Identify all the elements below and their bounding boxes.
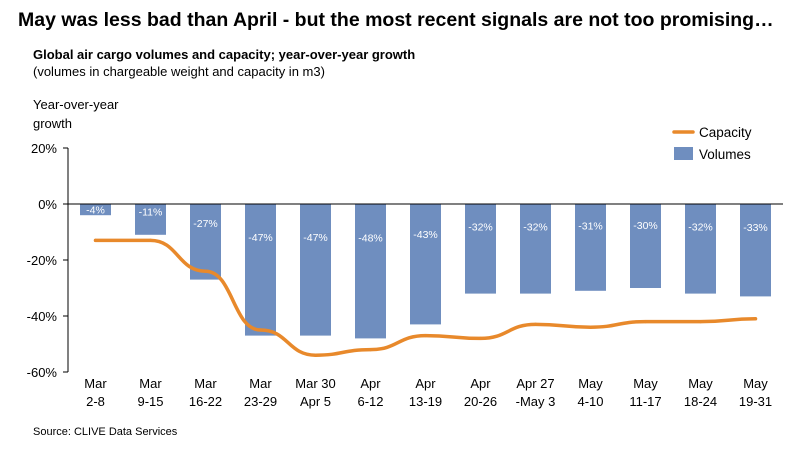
x-tick-label-5-line-1: Apr [360, 376, 381, 391]
data-label-volumes-11: -32% [688, 221, 713, 233]
data-label-volumes-9: -31% [578, 221, 603, 233]
chart-subnote: (volumes in chargeable weight and capaci… [33, 64, 325, 79]
x-tick-label-0-line-1: Mar [84, 376, 107, 391]
bar-volumes-9 [575, 204, 606, 291]
bar-volumes-10 [630, 204, 661, 288]
data-label-volumes-0: -4% [86, 205, 105, 217]
x-tick-label-9-line-1: May [578, 376, 603, 391]
bar-volumes-5 [355, 204, 386, 339]
bar-volumes-6 [410, 204, 441, 325]
point-capacity-2 [203, 269, 208, 273]
data-label-volumes-6: -43% [413, 229, 438, 241]
x-tick-label-10-line-2: 11-17 [629, 394, 661, 409]
x-tick-label-9-line-2: 4-10 [577, 394, 603, 409]
x-tick-label-6-line-2: 13-19 [409, 394, 442, 409]
x-tick-label-1-line-2: 9-15 [137, 394, 163, 409]
bar-volumes-1 [135, 204, 166, 235]
point-capacity-0 [93, 238, 98, 242]
legend-label-volumes: Volumes [699, 147, 751, 162]
x-tick-label-1-line-1: Mar [139, 376, 162, 391]
x-tick-label-0-line-2: 2-8 [86, 394, 105, 409]
data-label-volumes-2: -27% [193, 218, 218, 230]
point-capacity-1 [148, 238, 153, 242]
x-tick-label-2-line-2: 16-22 [189, 394, 222, 409]
x-tick-label-7-line-2: 20-26 [464, 394, 497, 409]
point-capacity-9 [588, 325, 593, 329]
x-tick-label-12-line-2: 19-31 [739, 394, 772, 409]
point-capacity-6 [423, 334, 428, 338]
bar-volumes-11 [685, 204, 716, 294]
x-tick-label-10-line-1: May [633, 376, 658, 391]
data-label-volumes-10: -30% [633, 220, 658, 232]
data-label-volumes-3: -47% [248, 232, 273, 244]
y-axis-title-line-2: growth [33, 116, 73, 131]
x-tick-label-4-line-1: Mar 30 [295, 376, 335, 391]
data-label-volumes-12: -33% [743, 222, 768, 234]
point-capacity-8 [533, 322, 538, 326]
bar-volumes-4 [300, 204, 331, 336]
legend-swatch-volumes [674, 147, 693, 160]
x-tick-label-12-line-1: May [743, 376, 768, 391]
point-capacity-7 [478, 336, 483, 340]
y-tick-label-4: -60% [27, 365, 58, 380]
x-tick-label-4-line-2: Apr 5 [300, 394, 331, 409]
y-tick-label-1: 0% [38, 197, 57, 212]
y-tick-label-0: 20% [31, 141, 57, 156]
data-label-volumes-1: -11% [139, 207, 163, 219]
bar-volumes-3 [245, 204, 276, 336]
x-tick-label-3-line-2: 23-29 [244, 394, 277, 409]
y-axis-title: Year-over-year growth [33, 95, 143, 133]
bar-volumes-2 [190, 204, 221, 280]
bar-volumes-7 [465, 204, 496, 294]
bar-volumes-8 [520, 204, 551, 294]
x-tick-label-5-line-2: 6-12 [357, 394, 383, 409]
chart-subtitle: Global air cargo volumes and capacity; y… [33, 47, 416, 62]
x-tick-label-11-line-1: May [688, 376, 713, 391]
legend-label-capacity: Capacity [699, 125, 752, 140]
bar-volumes-0 [80, 204, 111, 216]
y-tick-label-2: -20% [27, 253, 58, 268]
point-capacity-11 [698, 320, 703, 324]
point-capacity-3 [258, 328, 263, 332]
x-tick-label-6-line-1: Apr [415, 376, 436, 391]
data-label-volumes-7: -32% [468, 221, 493, 233]
x-tick-label-11-line-2: 18-24 [684, 394, 717, 409]
x-tick-label-2-line-1: Mar [194, 376, 217, 391]
y-axis-title-line-1: Year-over-year [33, 97, 119, 112]
x-tick-label-7-line-1: Apr [470, 376, 491, 391]
data-label-volumes-4: -47% [303, 232, 328, 244]
point-capacity-4 [313, 353, 318, 357]
x-tick-label-8-line-1: Apr 27 [516, 376, 554, 391]
data-label-volumes-5: -48% [358, 233, 383, 245]
data-label-volumes-8: -32% [523, 221, 548, 233]
source-note: Source: CLIVE Data Services [33, 426, 178, 438]
point-capacity-12 [753, 317, 758, 321]
x-tick-label-3-line-1: Mar [249, 376, 272, 391]
point-capacity-5 [368, 348, 373, 352]
chart-headline: May was less bad than April - but the mo… [18, 9, 774, 31]
x-tick-label-8-line-2: -May 3 [516, 394, 556, 409]
y-tick-label-3: -40% [27, 309, 58, 324]
point-capacity-10 [643, 320, 648, 324]
bar-volumes-12 [740, 204, 771, 297]
